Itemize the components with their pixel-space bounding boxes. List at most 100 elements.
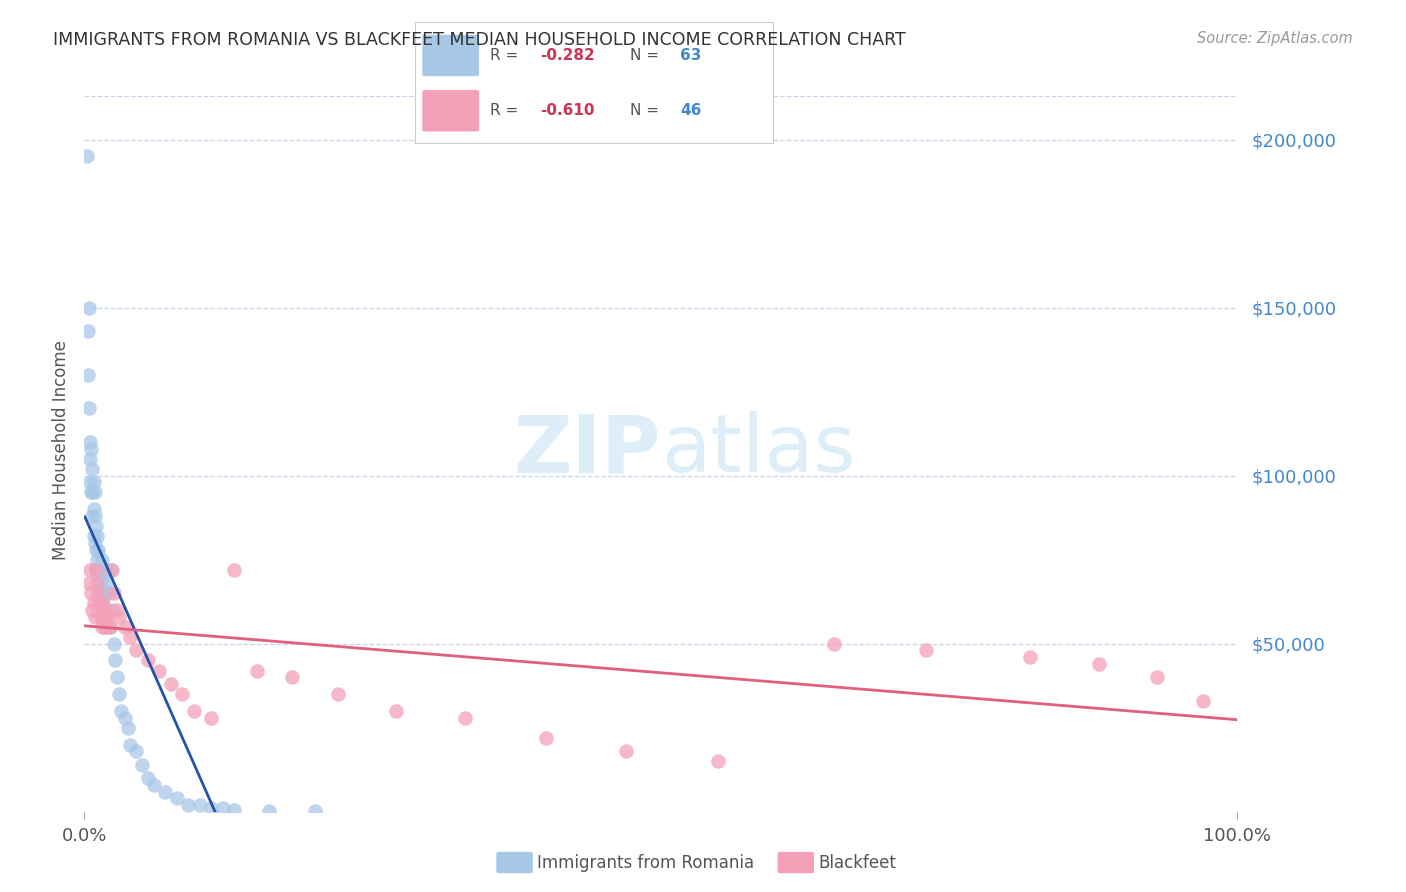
Point bbox=[160, 677, 183, 691]
Point bbox=[110, 704, 132, 718]
Point bbox=[79, 451, 101, 466]
Point bbox=[89, 563, 111, 577]
Point bbox=[257, 804, 280, 818]
Point bbox=[534, 731, 557, 745]
Point bbox=[211, 801, 233, 815]
Point bbox=[125, 643, 148, 657]
Point bbox=[80, 442, 103, 456]
Point bbox=[94, 563, 117, 577]
Point bbox=[90, 596, 112, 610]
Point bbox=[90, 552, 112, 566]
Point bbox=[83, 536, 105, 550]
Point bbox=[84, 542, 107, 557]
Point bbox=[114, 711, 136, 725]
Point bbox=[103, 637, 125, 651]
Point bbox=[83, 609, 105, 624]
Point bbox=[98, 620, 121, 634]
Point bbox=[105, 670, 128, 684]
Text: IMMIGRANTS FROM ROMANIA VS BLACKFEET MEDIAN HOUSEHOLD INCOME CORRELATION CHART: IMMIGRANTS FROM ROMANIA VS BLACKFEET MED… bbox=[53, 31, 907, 49]
Point bbox=[93, 586, 115, 600]
Point bbox=[177, 797, 200, 812]
Point bbox=[87, 586, 110, 600]
Point bbox=[915, 643, 938, 657]
Point bbox=[77, 576, 100, 591]
Point bbox=[281, 670, 304, 684]
Point bbox=[96, 603, 118, 617]
Point bbox=[131, 757, 153, 772]
Point bbox=[82, 485, 104, 500]
Point bbox=[96, 576, 118, 591]
Point bbox=[108, 609, 131, 624]
Point bbox=[454, 711, 477, 725]
Point bbox=[200, 801, 222, 815]
Text: Blackfeet: Blackfeet bbox=[818, 854, 896, 871]
Point bbox=[614, 744, 637, 758]
Point bbox=[83, 529, 105, 543]
Text: atlas: atlas bbox=[661, 411, 855, 490]
Point bbox=[89, 576, 111, 591]
Point bbox=[89, 586, 111, 600]
Point bbox=[86, 576, 108, 591]
Point bbox=[76, 368, 98, 382]
Point bbox=[100, 563, 122, 577]
Point bbox=[89, 596, 111, 610]
Point bbox=[77, 401, 100, 416]
Point bbox=[93, 609, 115, 624]
Point bbox=[91, 609, 114, 624]
Point bbox=[136, 771, 159, 785]
Point bbox=[86, 552, 108, 566]
Point bbox=[79, 475, 101, 490]
Point bbox=[84, 563, 107, 577]
Point bbox=[103, 603, 124, 617]
Point bbox=[91, 596, 114, 610]
Point bbox=[90, 620, 112, 634]
Text: Immigrants from Romania: Immigrants from Romania bbox=[537, 854, 754, 871]
Point bbox=[172, 687, 194, 701]
Point bbox=[96, 609, 118, 624]
Point bbox=[142, 778, 165, 792]
Point bbox=[83, 596, 105, 610]
Point bbox=[83, 485, 105, 500]
Point bbox=[83, 475, 105, 490]
Point bbox=[707, 754, 730, 768]
Point bbox=[82, 603, 104, 617]
Point bbox=[98, 620, 121, 634]
Point bbox=[83, 502, 105, 516]
Point bbox=[224, 563, 246, 577]
Point bbox=[79, 435, 101, 450]
Point bbox=[104, 653, 127, 667]
Point bbox=[1088, 657, 1111, 671]
Point bbox=[96, 603, 118, 617]
Point bbox=[103, 586, 125, 600]
Point bbox=[117, 721, 139, 735]
Point bbox=[91, 569, 114, 583]
Point bbox=[188, 797, 211, 812]
Point bbox=[82, 508, 104, 523]
Point bbox=[384, 704, 406, 718]
Point bbox=[105, 603, 128, 617]
Point bbox=[87, 569, 110, 583]
Point bbox=[94, 620, 117, 634]
Point bbox=[120, 630, 142, 644]
Point bbox=[97, 586, 120, 600]
Point bbox=[108, 687, 131, 701]
Point bbox=[76, 324, 98, 338]
Point bbox=[183, 704, 205, 718]
Text: Source: ZipAtlas.com: Source: ZipAtlas.com bbox=[1197, 31, 1353, 46]
Point bbox=[823, 637, 845, 651]
Point bbox=[94, 620, 117, 634]
Point bbox=[80, 586, 103, 600]
Point bbox=[120, 738, 142, 752]
Point bbox=[76, 149, 98, 163]
Point bbox=[224, 803, 246, 817]
Point bbox=[79, 563, 101, 577]
Point bbox=[304, 805, 326, 819]
Point bbox=[89, 609, 111, 624]
Point bbox=[1146, 670, 1168, 684]
Text: ZIP: ZIP bbox=[513, 411, 661, 490]
Point bbox=[84, 563, 107, 577]
Point bbox=[87, 542, 110, 557]
Point bbox=[86, 529, 108, 543]
Point bbox=[80, 485, 103, 500]
Point bbox=[246, 664, 269, 678]
